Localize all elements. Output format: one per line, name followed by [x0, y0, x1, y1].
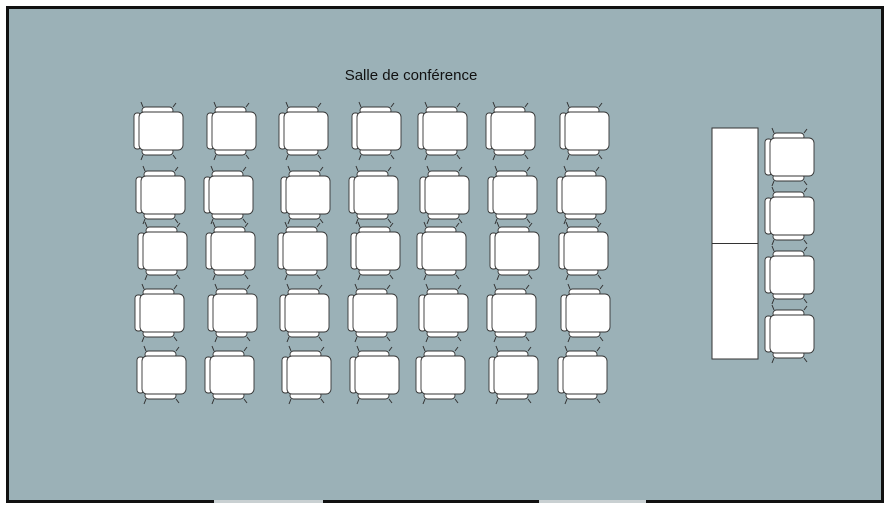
audience-seat [419, 165, 470, 225]
audience-seat [281, 345, 332, 405]
audience-seat [136, 345, 187, 405]
head-table-seat [764, 304, 815, 364]
audience-seat [489, 221, 540, 281]
audience-seat [351, 101, 402, 161]
audience-seat [135, 165, 186, 225]
room-title: Salle de conférence [345, 67, 478, 84]
audience-seat [347, 283, 398, 343]
audience-seat [486, 283, 537, 343]
audience-seat [560, 283, 611, 343]
audience-seat [416, 221, 467, 281]
audience-seat [280, 165, 331, 225]
audience-seat [559, 101, 610, 161]
audience-seat [348, 165, 399, 225]
audience-seat [350, 221, 401, 281]
audience-seat [207, 283, 258, 343]
audience-seat [137, 221, 188, 281]
audience-seat [557, 345, 608, 405]
head-table-seating [764, 127, 815, 364]
audience-seat [349, 345, 400, 405]
table-section [711, 127, 759, 244]
audience-seat [277, 221, 328, 281]
audience-seat [204, 345, 255, 405]
audience-seat [418, 283, 469, 343]
audience-seat [558, 221, 609, 281]
audience-seat [487, 165, 538, 225]
audience-seat [203, 165, 254, 225]
head-table-seat [764, 127, 815, 187]
audience-seating [133, 101, 611, 405]
audience-seat [417, 101, 468, 161]
audience-seat [279, 283, 330, 343]
audience-seat [278, 101, 329, 161]
audience-seat [556, 165, 607, 225]
head-table-seat [764, 186, 815, 246]
audience-seat [133, 101, 184, 161]
audience-seat [488, 345, 539, 405]
audience-seat [206, 101, 257, 161]
audience-seat [134, 283, 185, 343]
table-section [711, 243, 759, 360]
audience-seat [415, 345, 466, 405]
head-table [711, 127, 759, 360]
audience-seat [205, 221, 256, 281]
head-table-seat [764, 245, 815, 305]
audience-seat [485, 101, 536, 161]
